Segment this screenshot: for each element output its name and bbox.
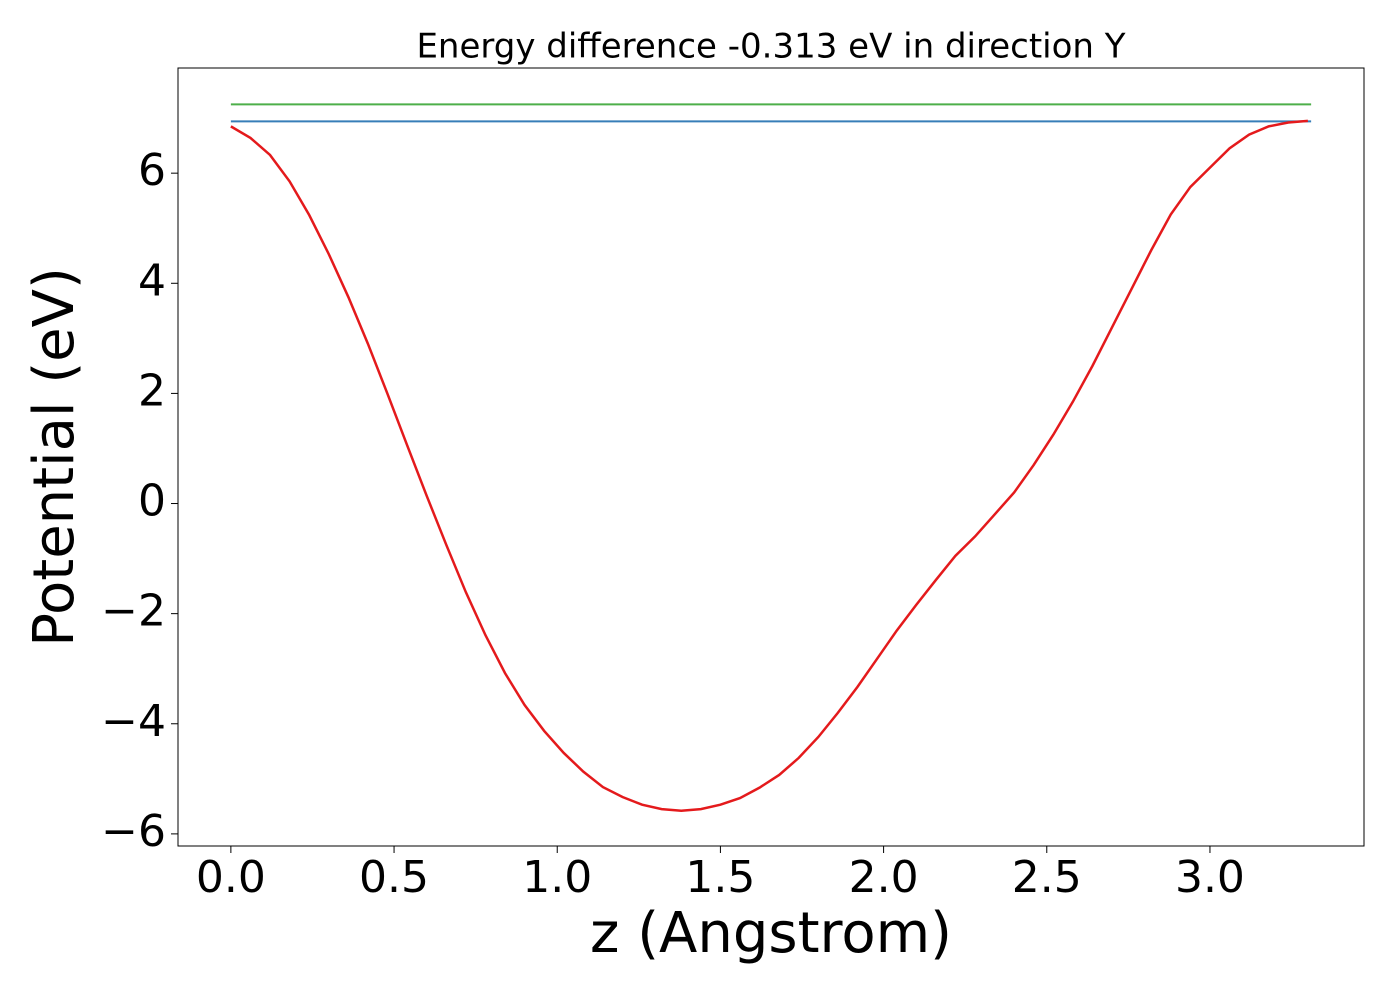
plot-frame [177,67,1365,847]
x-tick-label: 0.5 [359,852,429,903]
x-tick-label: 0.0 [196,852,266,903]
x-tick-label: 3.0 [1175,852,1245,903]
y-tick-label: −4 [101,696,166,747]
y-tick-label: 0 [138,476,166,527]
x-tick-label: 1.5 [685,852,755,903]
y-tick-label: 2 [138,365,166,416]
chart-title: Energy difference -0.313 eV in direction… [416,27,1125,67]
x-tick-label: 1.0 [522,852,592,903]
y-tick-label: 6 [138,145,166,196]
y-tick-label: 4 [138,255,166,306]
x-axis-label: z (Angstrom) [590,901,952,966]
x-tick-label: 2.0 [849,852,919,903]
x-tick-label: 2.5 [1012,852,1082,903]
data-line [230,119,1308,813]
y-axis-label: Potential (eV) [22,267,87,647]
y-tick-label: −6 [101,806,166,857]
y-tick-label: −2 [101,586,166,637]
